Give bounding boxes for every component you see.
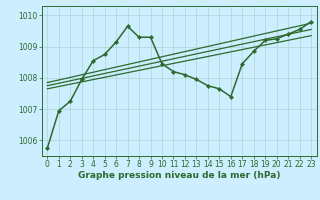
X-axis label: Graphe pression niveau de la mer (hPa): Graphe pression niveau de la mer (hPa)	[78, 171, 280, 180]
